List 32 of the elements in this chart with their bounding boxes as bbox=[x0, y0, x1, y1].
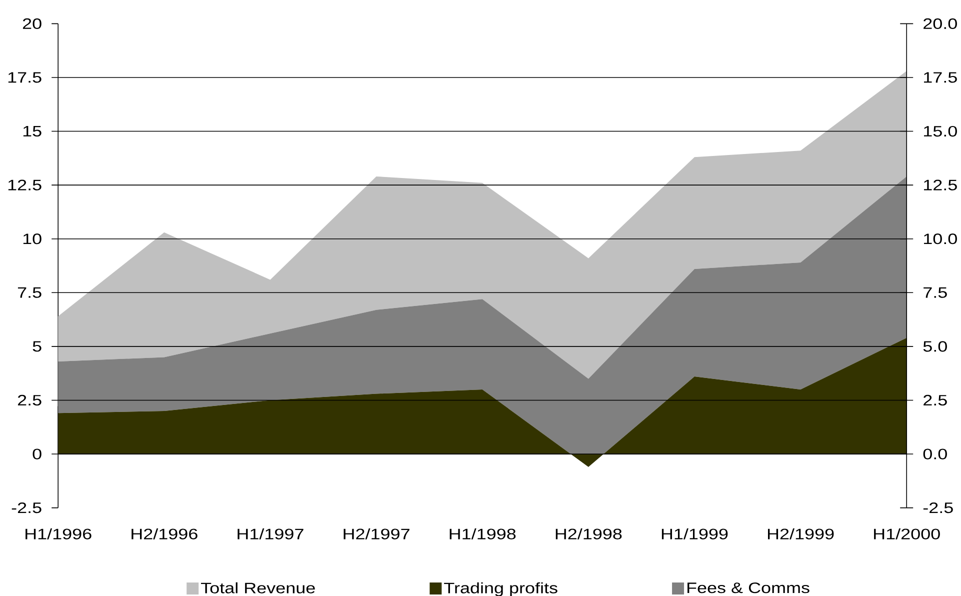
y-tick-label: -2.5 bbox=[12, 502, 42, 514]
y-tick-label: 10 bbox=[23, 234, 42, 244]
x-tick-label: H1/1998 bbox=[450, 528, 516, 540]
x-tick-label: H1/2000 bbox=[874, 528, 940, 540]
y2-tick-label: 17.5 bbox=[924, 72, 957, 83]
y-tick-label: 17.5 bbox=[8, 72, 42, 83]
legend-label: Total Revenue bbox=[201, 582, 315, 594]
y2-tick-label: 20.0 bbox=[924, 18, 957, 29]
y-tick-label: 12.5 bbox=[8, 180, 42, 190]
legend-label: Trading profits bbox=[444, 582, 558, 596]
y2-tick-label: -2.5 bbox=[923, 502, 953, 514]
y2-tick-label: 2.5 bbox=[924, 394, 947, 406]
y2-tick-label: 5.0 bbox=[923, 341, 947, 352]
y2-tick-label: 7.5 bbox=[924, 287, 947, 298]
x-tick-label: H2/1999 bbox=[768, 528, 834, 540]
y-tick-label: 5 bbox=[32, 341, 42, 352]
x-tick-label: H1/1999 bbox=[662, 528, 728, 540]
x-tick-label: H2/1997 bbox=[344, 528, 410, 540]
y-tick-label: 0 bbox=[32, 448, 42, 460]
legend-label: Fees & Comms bbox=[688, 582, 810, 594]
x-tick-label: H2/1998 bbox=[556, 528, 622, 540]
y2-tick-label: 10.0 bbox=[924, 234, 957, 244]
x-tick-label: H1/1997 bbox=[238, 528, 304, 540]
x-tick-label: H1/1996 bbox=[26, 528, 92, 540]
x-tick-label: H2/1996 bbox=[132, 528, 198, 540]
y-tick-label: 20 bbox=[22, 18, 42, 29]
y2-tick-label: 12.5 bbox=[924, 180, 957, 190]
y2-tick-label: 0.0 bbox=[923, 448, 947, 460]
y-tick-label: 15 bbox=[23, 126, 42, 136]
y-tick-label: 7.5 bbox=[18, 287, 42, 298]
y2-tick-label: 15.0 bbox=[924, 126, 957, 137]
y-tick-label: 2.5 bbox=[18, 394, 42, 406]
